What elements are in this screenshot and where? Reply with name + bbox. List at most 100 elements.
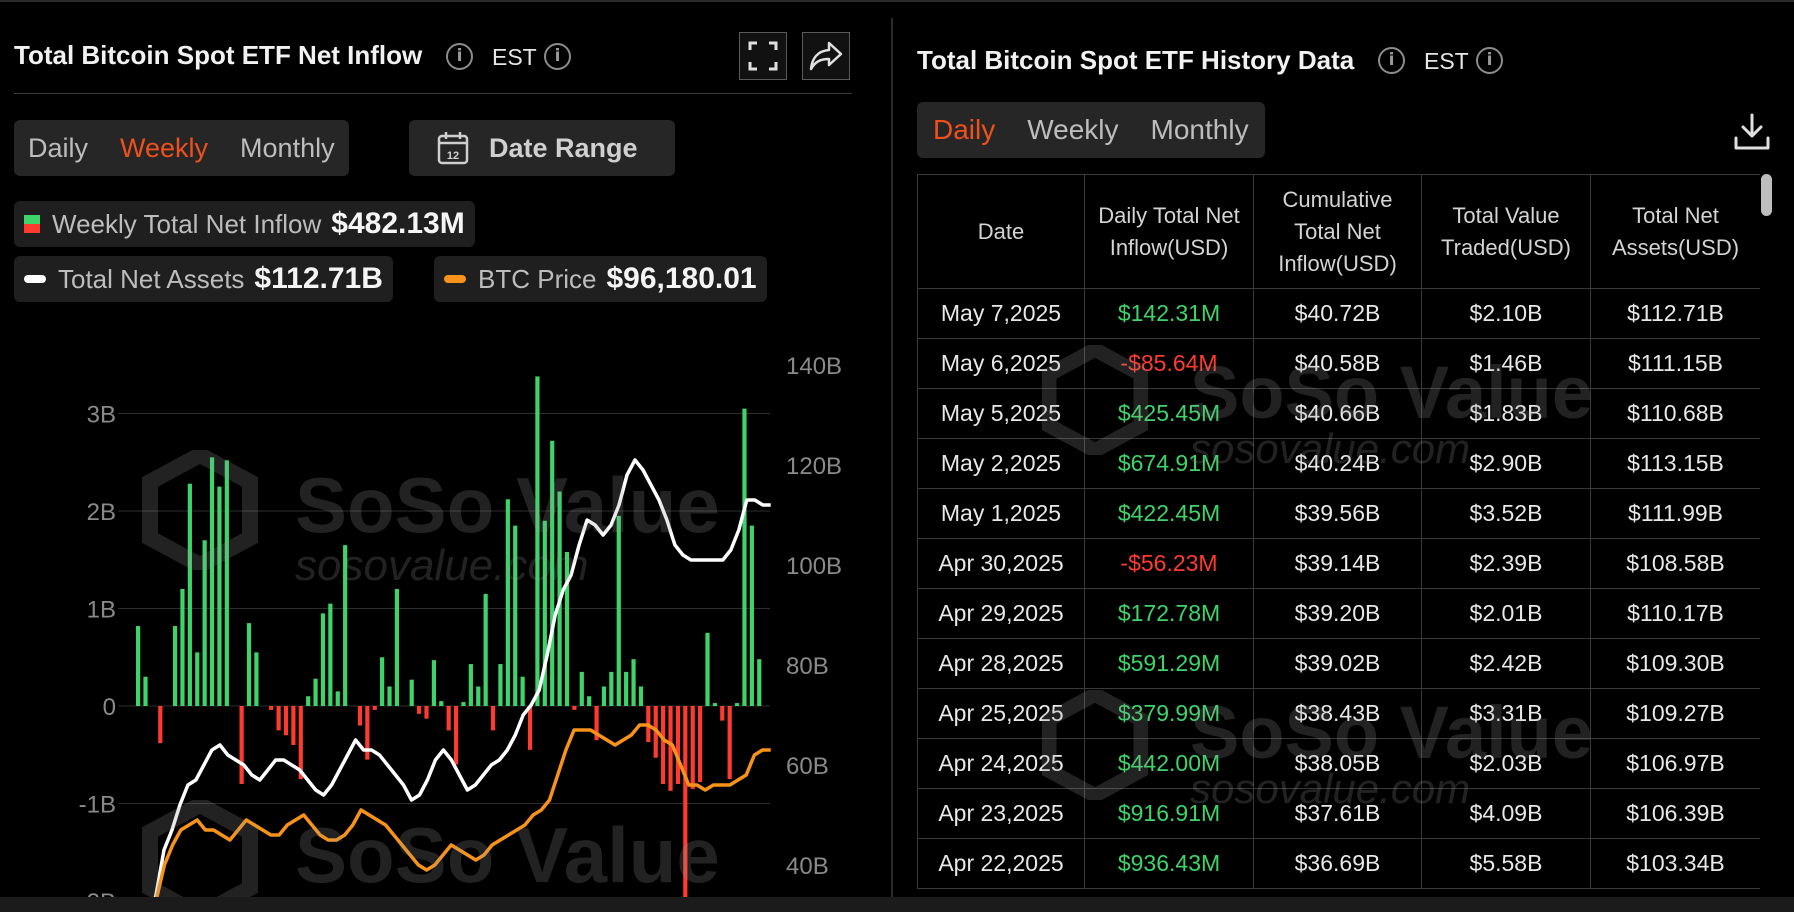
table-scrollbar-thumb[interactable] — [1761, 174, 1772, 216]
table-row[interactable]: May 7,2025 $142.31M $40.72B $2.10B $112.71B — [917, 288, 1760, 339]
cumulative-inflow-cell: $36.69B — [1253, 838, 1422, 889]
daily-inflow-cell: $591.29M — [1084, 638, 1254, 689]
cumulative-inflow-cell: $40.72B — [1253, 288, 1422, 339]
y-axis-tick-label: 1B — [87, 597, 116, 624]
history-tab-weekly[interactable]: Weekly — [1027, 114, 1119, 145]
daily-inflow-cell: $674.91M — [1084, 438, 1254, 489]
inflow-bar — [490, 706, 496, 731]
inflow-bar — [505, 499, 510, 706]
net-assets-line — [153, 458, 771, 897]
inflow-bar — [306, 696, 311, 706]
info-icon[interactable]: i — [446, 43, 473, 70]
tab-daily[interactable]: Daily — [28, 132, 89, 163]
calendar-icon: 12 — [437, 132, 469, 165]
cumulative-inflow-cell: $39.02B — [1253, 638, 1422, 689]
inflow-bar — [513, 525, 518, 706]
inflow-bar — [172, 626, 178, 706]
net-assets-cell: $109.27B — [1590, 688, 1760, 739]
daily-inflow-cell: $379.99M — [1084, 688, 1254, 739]
date-range-button[interactable]: 12 Date Range — [409, 120, 675, 176]
history-tab-monthly[interactable]: Monthly — [1150, 114, 1249, 145]
column-header-value-traded[interactable]: Total Value Traded(USD) — [1421, 174, 1591, 289]
y2-axis-tick-label: 60B — [786, 753, 829, 780]
inflow-bar — [239, 706, 244, 784]
daily-inflow-cell: -$56.23M — [1084, 538, 1254, 589]
inflow-bar — [187, 483, 192, 706]
y2-axis-tick-label: 120B — [786, 453, 842, 480]
value-traded-cell: $1.46B — [1421, 338, 1591, 389]
history-tab-daily[interactable]: Daily — [933, 114, 996, 145]
date-cell: Apr 25,2025 — [917, 688, 1085, 739]
tab-weekly[interactable]: Weekly — [120, 132, 209, 163]
inflow-bar — [298, 706, 303, 780]
daily-inflow-cell: $916.91M — [1084, 788, 1254, 839]
inflow-bar — [195, 652, 200, 706]
table-row[interactable]: Apr 28,2025 $591.29M $39.02B $2.42B $109.30B — [917, 638, 1760, 689]
inflow-bar — [269, 706, 274, 710]
net-inflow-chart[interactable]: 4B 3B 2B 1B 0 -1B -2B 140B 120B 100B 80B 60B 40B — [0, 330, 860, 897]
table-row[interactable]: Apr 29,2025 $172.78M $39.20B $2.01B $110.17B — [917, 588, 1760, 639]
history-info-icon[interactable]: i — [1378, 47, 1405, 74]
assets-legend-icon — [24, 275, 46, 283]
table-row[interactable]: Apr 24,2025 $442.00M $38.05B $2.03B $106.97B — [917, 738, 1760, 789]
tab-monthly[interactable]: Monthly — [240, 132, 335, 163]
inflow-bar — [550, 440, 555, 706]
inflow-bar — [742, 408, 747, 706]
cumulative-inflow-cell: $39.56B — [1253, 488, 1422, 539]
net-assets-cell: $106.97B — [1590, 738, 1760, 789]
net-assets-cell: $111.99B — [1590, 488, 1760, 539]
date-cell: Apr 30,2025 — [917, 538, 1085, 589]
table-header-row: Date Daily Total Net Inflow(USD) Cumulat… — [917, 174, 1760, 289]
table-row[interactable]: Apr 22,2025 $936.43M $36.69B $5.58B $103.34B — [917, 838, 1760, 889]
table-row[interactable]: Apr 30,2025 -$56.23M $39.14B $2.39B $108.58B — [917, 538, 1760, 589]
table-row[interactable]: May 2,2025 $674.91M $40.24B $2.90B $113.15B — [917, 438, 1760, 489]
inflow-bar — [527, 706, 533, 750]
cumulative-inflow-cell: $37.61B — [1253, 788, 1422, 839]
value-traded-cell: $2.42B — [1421, 638, 1591, 689]
btc-summary-value: $96,180.01 — [606, 262, 757, 295]
inflow-bar — [283, 706, 289, 736]
history-timezone-info-icon[interactable]: i — [1476, 47, 1503, 74]
svg-text:12: 12 — [447, 150, 459, 162]
net-assets-cell: $112.71B — [1590, 288, 1760, 339]
column-header-net-assets[interactable]: Total Net Assets(USD) — [1590, 174, 1760, 289]
inflow-bar — [291, 706, 296, 745]
fullscreen-icon — [748, 41, 778, 71]
inflow-bar — [276, 706, 281, 731]
history-table: Date Daily Total Net Inflow(USD) Cumulat… — [917, 174, 1760, 889]
inflow-bar — [698, 706, 703, 783]
inflow-bar — [320, 613, 326, 706]
inflow-bar — [357, 706, 363, 726]
table-row[interactable]: Apr 23,2025 $916.91M $37.61B $4.09B $106.39B — [917, 788, 1760, 839]
timezone-info-icon[interactable]: i — [544, 43, 571, 70]
date-cell: May 6,2025 — [917, 338, 1085, 389]
inflow-bar — [254, 652, 259, 706]
history-period-tabs: Daily Weekly Monthly — [917, 102, 1265, 158]
inflow-bar — [158, 706, 163, 744]
column-header-date[interactable]: Date — [917, 174, 1085, 289]
share-button[interactable] — [802, 32, 850, 80]
period-tabs: Daily Weekly Monthly — [14, 120, 349, 176]
table-row[interactable]: Apr 25,2025 $379.99M $38.43B $3.31B $109.27B — [917, 688, 1760, 739]
history-table-container: Date Daily Total Net Inflow(USD) Cumulat… — [917, 174, 1760, 897]
date-cell: Apr 29,2025 — [917, 588, 1085, 639]
net-assets-cell: $103.34B — [1590, 838, 1760, 889]
inflow-bar — [365, 706, 370, 760]
value-traded-cell: $1.83B — [1421, 388, 1591, 439]
date-cell: May 5,2025 — [917, 388, 1085, 439]
y2-axis-tick-label: 40B — [786, 853, 829, 880]
daily-inflow-cell: -$85.64M — [1084, 338, 1254, 389]
inflow-bar — [712, 703, 717, 706]
table-row[interactable]: May 1,2025 $422.45M $39.56B $3.52B $111.99B — [917, 488, 1760, 539]
inflow-bar — [587, 696, 592, 706]
inflow-bar — [690, 706, 695, 789]
fullscreen-button[interactable] — [739, 32, 787, 80]
table-row[interactable]: May 5,2025 $425.45M $40.66B $1.83B $110.68B — [917, 388, 1760, 439]
column-header-daily-inflow[interactable]: Daily Total Net Inflow(USD) — [1084, 174, 1254, 289]
download-icon[interactable] — [1732, 112, 1772, 152]
inflow-bar — [675, 706, 681, 784]
table-row[interactable]: May 6,2025 -$85.64M $40.58B $1.46B $111.15B — [917, 338, 1760, 389]
table-scrollbar[interactable] — [1759, 172, 1771, 897]
share-icon — [809, 41, 843, 71]
column-header-cumulative-inflow[interactable]: Cumulative Total Net Inflow(USD) — [1253, 174, 1422, 289]
